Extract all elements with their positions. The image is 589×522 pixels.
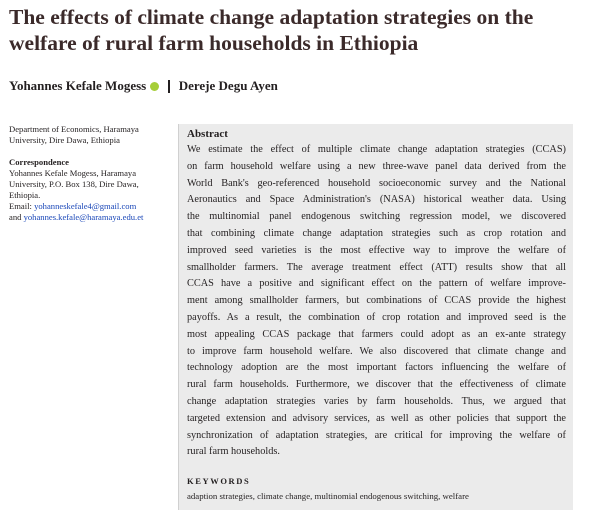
- correspondence: Yohannes Kefale Mogess, Haramaya Universi…: [9, 168, 174, 201]
- abstract-text: We estimate the effect of multiple clima…: [187, 142, 566, 461]
- abstract-line: synchronization of adaptation strategies…: [187, 429, 566, 441]
- orcid-icon[interactable]: [150, 81, 160, 91]
- abstract-line: that combining climate change adaptation…: [187, 227, 566, 239]
- correspondence-heading: Correspondence: [9, 157, 69, 167]
- abstract-heading: Abstract: [187, 128, 228, 140]
- abstract-line: ment among smallholder farmers, but comb…: [187, 295, 566, 307]
- abstract-line: improved seed varieties is the most effe…: [187, 244, 566, 256]
- abstract-line: the multinomial panel endogenous switchi…: [187, 211, 566, 223]
- abstract-line: rural farm households.: [187, 446, 280, 458]
- title-line: The effects of climate change adaptation…: [9, 5, 534, 29]
- abstract-line: targeted extension and advisory services…: [187, 412, 566, 424]
- abstract-line: World Bank's geo-referenced household so…: [187, 177, 566, 189]
- email-line: and yohannes.kefale@haramaya.edu.et: [9, 212, 174, 223]
- authors: Yohannes Kefale Mogess Dereje Degu Ayen: [9, 78, 278, 94]
- sidebar: Department of Economics, Haramaya Univers…: [9, 124, 174, 223]
- correspondence-line: University, P.O. Box 138, Dire Dawa,: [9, 179, 139, 189]
- abstract-line: technology adoption are the most importa…: [187, 362, 566, 374]
- affiliation-line: University, Dire Dawa, Ethiopia: [9, 135, 120, 145]
- keywords-heading: KEYWORDS: [187, 476, 251, 486]
- correspondence-line: Yohannes Kefale Mogess, Haramaya: [9, 168, 137, 178]
- abstract-line: on farm household welfare using a new th…: [187, 160, 566, 172]
- email-link[interactable]: yohannes.kefale@haramaya.edu.et: [23, 212, 144, 222]
- title-line: welfare of rural farm households in Ethi…: [9, 31, 419, 55]
- label: Email:: [9, 201, 32, 211]
- abstract-line: Aeronautics and Space Administration's (…: [187, 194, 566, 206]
- label: and: [9, 212, 22, 222]
- abstract-line: to improve farm household welfare. We al…: [187, 345, 566, 357]
- title: The effects of climate change adaptation…: [9, 4, 533, 56]
- abstract-line: smallholder farmers. The average treatme…: [187, 261, 566, 273]
- abstract-line: rural farm households. Furthermore, we d…: [187, 379, 566, 391]
- keywords: adaption strategies, climate change, mul…: [187, 491, 469, 501]
- correspondence-line: Ethiopia.: [9, 190, 41, 200]
- abstract-line: payoffs. As a result, the combination of…: [187, 311, 566, 323]
- affiliation: Department of Economics, Haramaya Univers…: [9, 124, 174, 146]
- affiliation-line: Department of Economics, Haramaya: [9, 124, 139, 134]
- abstract-line: We estimate the effect of multiple clima…: [187, 144, 566, 155]
- abstract-line: change adaptation strategies varies by f…: [187, 395, 566, 407]
- abstract-box: Abstract We estimate the effect of multi…: [178, 124, 573, 510]
- email-link[interactable]: yohanneskefale4@gmail.com: [34, 201, 137, 211]
- email-line: Email: yohanneskefale4@gmail.com: [9, 201, 174, 212]
- separator: [168, 79, 170, 93]
- author[interactable]: Dereje Degu Ayen: [178, 78, 278, 93]
- author[interactable]: Yohannes Kefale Mogess: [9, 78, 147, 93]
- abstract-line: CCAS have a positive and significant eff…: [187, 278, 566, 290]
- abstract-line: most appealing CCAS package that farmers…: [187, 328, 566, 340]
